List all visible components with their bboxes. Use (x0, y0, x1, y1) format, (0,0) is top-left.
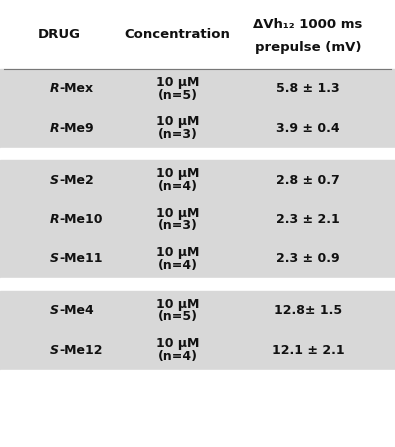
Text: (n=4): (n=4) (158, 350, 198, 363)
Text: S: S (50, 252, 59, 266)
Text: R: R (50, 82, 59, 96)
Text: -Me2: -Me2 (59, 173, 94, 187)
Text: (n=3): (n=3) (158, 128, 198, 141)
Bar (0, 148, 395, 160)
Bar (0, 69, 395, 148)
Text: R: R (50, 213, 59, 226)
Text: -Me4: -Me4 (59, 304, 94, 317)
Bar (0, 291, 395, 370)
Text: 3.9 ± 0.4: 3.9 ± 0.4 (276, 122, 340, 135)
Text: prepulse (mV): prepulse (mV) (255, 41, 361, 54)
Text: (n=3): (n=3) (158, 219, 198, 232)
Text: Concentration: Concentration (125, 28, 231, 41)
Bar (0, 0, 395, 69)
Bar (0, 160, 395, 278)
Text: R: R (50, 122, 59, 135)
Text: (n=5): (n=5) (158, 89, 198, 102)
Text: 10 μM: 10 μM (156, 167, 199, 180)
Text: S: S (50, 304, 59, 317)
Text: 10 μM: 10 μM (156, 115, 199, 128)
Text: 10 μM: 10 μM (156, 207, 199, 219)
Text: -Me10: -Me10 (59, 213, 103, 226)
Bar (0, 370, 395, 447)
Text: (n=4): (n=4) (158, 259, 198, 272)
Text: 10 μM: 10 μM (156, 76, 199, 89)
Text: 10 μM: 10 μM (156, 246, 199, 259)
Text: (n=5): (n=5) (158, 311, 198, 324)
Text: 2.3 ± 0.9: 2.3 ± 0.9 (276, 252, 340, 266)
Text: DRUG: DRUG (38, 28, 81, 41)
Text: 10 μM: 10 μM (156, 337, 199, 350)
Text: 12.1 ± 2.1: 12.1 ± 2.1 (272, 343, 344, 357)
Text: 5.8 ± 1.3: 5.8 ± 1.3 (276, 82, 340, 96)
Text: -Me9: -Me9 (59, 122, 94, 135)
Bar (0, 278, 395, 291)
Text: S: S (50, 343, 59, 357)
Text: 10 μM: 10 μM (156, 298, 199, 311)
Text: 2.8 ± 0.7: 2.8 ± 0.7 (276, 173, 340, 187)
Text: (n=4): (n=4) (158, 180, 198, 193)
Text: 2.3 ± 2.1: 2.3 ± 2.1 (276, 213, 340, 226)
Text: -Mex: -Mex (59, 82, 93, 96)
Text: -Me12: -Me12 (59, 343, 103, 357)
Text: -Me11: -Me11 (59, 252, 103, 266)
Text: 12.8± 1.5: 12.8± 1.5 (274, 304, 342, 317)
Text: S: S (50, 173, 59, 187)
Text: ΔVh₁₂ 1000 ms: ΔVh₁₂ 1000 ms (254, 18, 363, 31)
